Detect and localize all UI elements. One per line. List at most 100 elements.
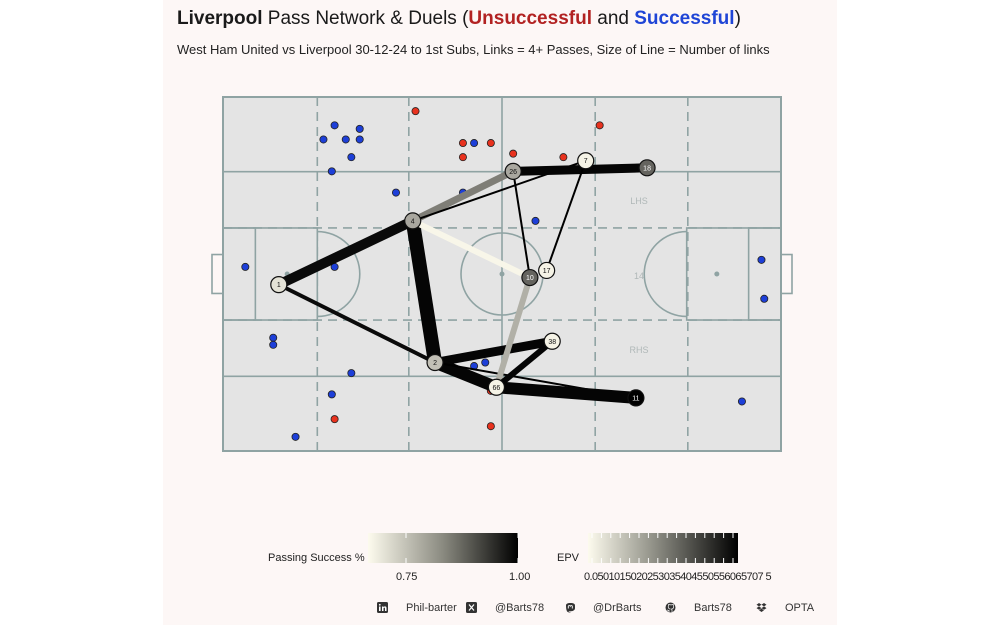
centre-spot — [499, 271, 505, 277]
player-label: 1 — [277, 282, 281, 289]
pass-link — [545, 160, 587, 271]
duel-successful — [737, 397, 746, 406]
linkedin-handle[interactable]: Phil-barter — [406, 602, 457, 614]
epv-ticks-text: 0.0501015020253035404550556065707 5 — [584, 571, 772, 583]
duel-successful — [291, 432, 300, 441]
player-label: 17 — [543, 268, 551, 275]
pass-link — [493, 276, 533, 389]
pass-link — [495, 381, 637, 404]
player-node — [638, 159, 656, 177]
player-label: 2 — [433, 360, 437, 367]
title-successful: Successful — [634, 8, 735, 29]
epv-legend-label: EPV — [557, 552, 580, 564]
player-label: 18 — [643, 165, 651, 172]
pass-link — [277, 282, 436, 365]
github-icon[interactable] — [665, 602, 676, 614]
player-nodes: 1 4 2 26 7 18 10 17 38 66 11 — [270, 152, 656, 407]
player-label: 7 — [584, 158, 588, 165]
legend-bars — [368, 533, 738, 563]
title-close: ) — [734, 8, 741, 29]
zone-labels: LHS 14 RHS — [629, 196, 648, 355]
pass-link — [513, 163, 648, 176]
data-source: OPTA — [785, 602, 815, 614]
duel-unsuccessful — [595, 121, 604, 130]
pass-link — [405, 219, 442, 364]
player-node — [543, 332, 561, 350]
player-label: 10 — [526, 275, 534, 282]
duel-points — [241, 107, 769, 441]
pass-link — [512, 171, 531, 278]
player-node — [426, 353, 444, 372]
duel-successful — [319, 135, 328, 144]
pass-link — [411, 168, 515, 225]
zone-label-rhs: RHS — [629, 345, 648, 355]
duel-unsuccessful — [330, 415, 339, 424]
duel-successful — [341, 135, 350, 144]
x-handle[interactable]: @Barts78 — [495, 602, 545, 614]
duel-unsuccessful — [458, 153, 467, 162]
chart-title: Liverpool Pass Network & Duels (Unsucces… — [177, 8, 741, 30]
player-label: 26 — [509, 169, 517, 176]
duel-successful — [481, 358, 490, 367]
duel-successful — [327, 167, 336, 176]
duel-unsuccessful — [486, 139, 495, 148]
pass-link — [432, 356, 499, 393]
duel-successful — [241, 262, 250, 271]
duel-successful — [330, 121, 339, 130]
pass-link — [434, 336, 554, 367]
github-handle[interactable]: Barts78 — [694, 602, 732, 614]
duel-unsuccessful — [458, 139, 467, 148]
title-and: and — [591, 8, 635, 29]
epv-ticks — [591, 533, 734, 563]
title-team: Liverpool — [177, 8, 263, 29]
duel-successful — [347, 153, 356, 162]
player-node — [538, 261, 556, 280]
x-icon[interactable] — [466, 602, 477, 614]
duel-successful — [757, 255, 766, 264]
player-node — [504, 162, 522, 180]
passing-legend-label: Passing Success % — [268, 552, 365, 564]
chart-subtitle: West Ham United vs Liverpool 30-12-24 to… — [177, 42, 770, 57]
player-node — [627, 389, 645, 407]
pass-link — [276, 216, 415, 290]
player-node — [487, 378, 506, 396]
duel-successful — [269, 333, 278, 342]
player-node — [521, 268, 539, 287]
player-label: 4 — [411, 218, 415, 225]
duel-unsuccessful — [486, 422, 495, 431]
player-label: 66 — [493, 385, 501, 392]
passing-tick-high: 1.00 — [509, 571, 531, 583]
duel-unsuccessful — [559, 153, 568, 162]
dropbox-icon — [756, 602, 767, 614]
player-label: 38 — [548, 339, 556, 346]
penalty-arc-right — [643, 230, 687, 318]
duel-unsuccessful — [411, 107, 420, 116]
title-mid: Pass Network & Duels ( — [262, 8, 469, 29]
goal-right — [780, 253, 793, 295]
passing-tick-low: 0.75 — [396, 571, 418, 583]
goal-left — [211, 253, 224, 295]
player-node — [577, 152, 595, 170]
duel-successful — [327, 390, 336, 399]
player-label: 11 — [632, 395, 639, 402]
linkedin-icon[interactable] — [377, 602, 388, 614]
mastodon-icon[interactable] — [565, 602, 576, 614]
duel-successful — [760, 294, 769, 303]
duel-successful — [355, 135, 364, 144]
zone-label-lhs: LHS — [630, 196, 648, 206]
duel-successful — [470, 139, 479, 148]
passing-colorbar — [368, 533, 518, 563]
duel-successful — [347, 369, 356, 378]
footer: Phil-barter @Barts78 @DrBarts Barts78 OP… — [0, 602, 1000, 618]
duel-successful — [355, 124, 364, 133]
pass-link — [494, 338, 555, 390]
pass-link — [411, 218, 532, 281]
duel-successful — [269, 340, 278, 349]
duel-successful — [531, 216, 540, 225]
title-unsuccessful: Unsuccessful — [468, 8, 592, 29]
pass-links — [276, 159, 648, 404]
penalty-spot-right — [714, 271, 720, 277]
player-node — [270, 276, 288, 294]
mastodon-handle[interactable]: @DrBarts — [593, 602, 642, 614]
